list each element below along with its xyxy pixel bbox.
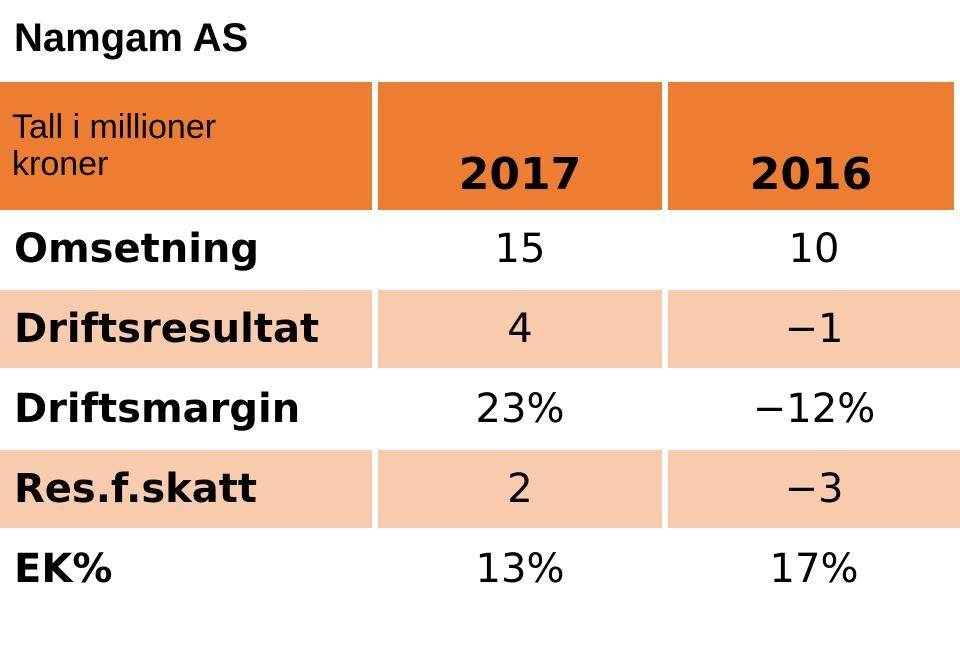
row-value-2017: 2 <box>378 450 668 530</box>
row-value-2016: −12% <box>668 370 960 450</box>
row-value-2017: 23% <box>378 370 668 450</box>
header-year-2016: 2016 <box>668 82 960 210</box>
financial-table: Tall i millioner kroner 2017 2016 Omsetn… <box>0 82 960 610</box>
row-value-2016: −3 <box>668 450 960 530</box>
row-value-2017: 13% <box>378 530 668 610</box>
row-value-2016: −1 <box>668 290 960 370</box>
row-label: Res.f.skatt <box>0 450 378 530</box>
row-value-2016: 10 <box>668 210 960 290</box>
header-year-2017: 2017 <box>378 82 668 210</box>
row-value-2017: 15 <box>378 210 668 290</box>
row-label: Omsetning <box>0 210 378 290</box>
row-label: Driftsresultat <box>0 290 378 370</box>
table-title: Namgam AS <box>14 16 249 60</box>
header-label-cell: Tall i millioner kroner <box>0 82 378 210</box>
row-value-2017: 4 <box>378 290 668 370</box>
row-label: EK% <box>0 530 378 610</box>
row-label: Driftsmargin <box>0 370 378 450</box>
row-value-2016: 17% <box>668 530 960 610</box>
header-label: Tall i millioner kroner <box>12 108 217 183</box>
